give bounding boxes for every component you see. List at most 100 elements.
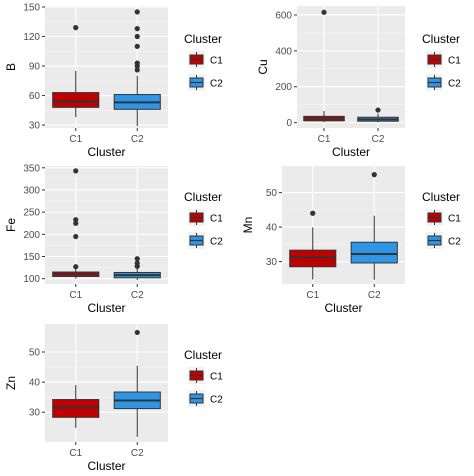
iqr-box [289,249,337,268]
legend-label-c2: C2 [448,79,461,90]
y-tick-label: 250 [23,208,40,219]
panel-mn: 30 40 50 C1 C2 Cluster Mn Cluster C1 C2 [241,166,461,315]
y-axis-title: Cu [256,59,270,74]
outlier-point [134,329,140,336]
legend-title: Cluster [184,190,222,204]
y-tick-label: 0 [286,118,292,129]
legend-label-c1: C1 [210,214,223,225]
legend-title: Cluster [422,190,460,204]
legend: Cluster C1 C2 [422,190,461,249]
y-axis-title: B [4,63,18,71]
x-axis-title: Cluster [87,459,125,473]
outlier-point [134,43,140,49]
x-tick-label: C1 [306,290,319,301]
y-tick-label: 50 [266,188,278,199]
outlier-point [73,233,79,240]
box-c2 [357,107,399,123]
outlier-point [134,26,140,32]
legend-title: Cluster [422,32,460,46]
outlier-point [134,260,140,266]
legend-label-c2: C2 [210,237,223,248]
y-tick-label: 200 [275,82,292,93]
iqr-box [350,241,398,264]
y-tick-label: 400 [275,46,292,57]
y-tick-label: 50 [29,347,41,358]
y-tick-label: 300 [23,185,40,196]
y-tick-label: 30 [266,257,278,268]
legend-label-c1: C1 [210,56,223,67]
box-c2 [113,329,161,437]
box-c1 [289,210,337,280]
box-c1 [303,9,345,123]
legend-label-c2: C2 [210,395,223,406]
y-axis-title: Zn [4,376,18,390]
outlier-point [321,9,327,15]
panel-zn: 30 40 50 C1 C2 Cluster Zn Cluster C1 C2 [4,324,223,473]
outlier-point [73,25,79,31]
legend: Cluster C1 C2 [184,32,223,91]
legend-label-c1: C1 [448,56,461,67]
box-c2 [113,256,161,281]
panel-b: 30 60 90 120 150 C1 C2 Cluster B Cluster C1 C2 [4,2,223,159]
x-axis-title: Cluster [87,145,125,159]
outlier-point [73,264,79,270]
y-axis-title: Mn [241,217,255,234]
outlier-point [371,172,377,178]
x-tick-label: C2 [368,290,381,301]
legend-label-c1: C1 [448,214,461,225]
y-tick-label: 200 [23,230,40,241]
panel-background [297,6,405,128]
outlier-point [73,168,79,174]
y-tick-label: 350 [23,163,40,174]
y-tick-label: 120 [23,32,40,43]
iqr-box [52,399,100,418]
outlier-point [134,67,140,73]
x-axis-title: Cluster [332,145,370,159]
legend: Cluster C1 C2 [184,348,223,407]
box-c1 [52,168,100,279]
x-tick-label: C1 [69,448,82,459]
y-tick-label: 150 [23,252,40,263]
panel-background [45,324,168,442]
legend-label-c2: C2 [448,237,461,248]
outlier-point [134,9,140,15]
panel-background [45,166,168,284]
y-tick-label: 30 [29,121,41,132]
box-c2 [113,9,161,127]
outlier-point [73,217,79,223]
x-tick-label: C2 [131,448,144,459]
legend-title: Cluster [184,32,222,46]
x-tick-label: C1 [69,290,82,301]
y-tick-label: 40 [29,378,41,389]
legend-title: Cluster [184,348,222,362]
x-axis-title: Cluster [87,301,125,315]
y-tick-label: 30 [29,408,41,419]
y-tick-label: 150 [23,2,40,13]
iqr-box [52,92,100,108]
x-tick-label: C1 [318,134,331,145]
y-tick-label: 60 [29,91,41,102]
legend: Cluster C1 C2 [184,190,223,249]
y-axis-title: Fe [4,218,18,232]
x-axis-title: Cluster [324,301,362,315]
y-tick-label: 600 [275,10,292,21]
legend: Cluster C1 C2 [422,32,461,91]
box-c2 [350,172,398,280]
box-c1 [52,385,100,428]
x-tick-label: C2 [131,134,144,145]
outlier-point [134,60,140,66]
y-tick-label: 40 [266,223,278,234]
panel-fe: 100 150 200 250 300 350 C1 C2 Cluster Fe Cluster C1… [4,163,223,315]
outlier-point [134,33,140,40]
outlier-point [375,107,381,113]
outlier-point [134,256,140,262]
legend-label-c1: C1 [210,372,223,383]
x-tick-label: C2 [131,290,144,301]
x-tick-label: C2 [372,134,385,145]
outlier-point [310,210,316,216]
legend-label-c2: C2 [210,79,223,90]
y-tick-label: 100 [23,274,40,285]
box-c1 [52,25,100,118]
